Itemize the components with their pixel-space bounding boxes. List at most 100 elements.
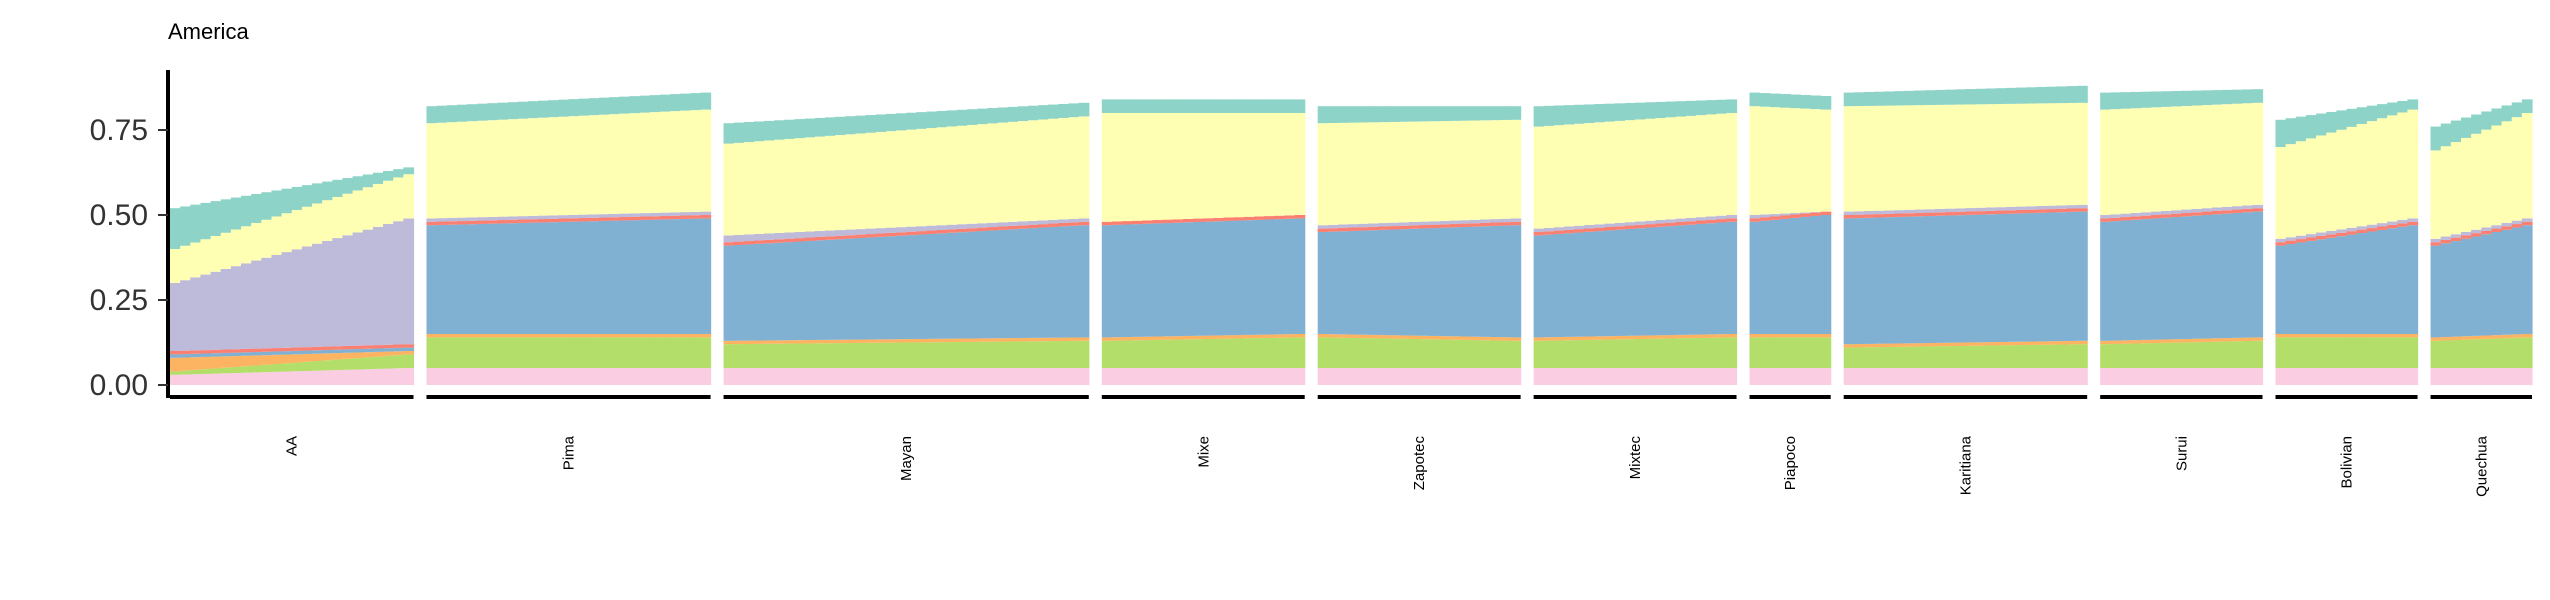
- bar-segment: [814, 136, 826, 232]
- bar-segment: [548, 222, 559, 334]
- bar-segment: [2481, 234, 2493, 336]
- bar-segment: [467, 224, 478, 334]
- bar-segment: [1058, 368, 1070, 385]
- bar-segment: [1162, 339, 1174, 368]
- bar-segment: [190, 374, 202, 385]
- bar-segment: [2161, 210, 2172, 215]
- bar-segment: [180, 370, 191, 375]
- bar-segment: [1874, 217, 1885, 344]
- bar-segment: [210, 368, 222, 374]
- bar-segment: [1294, 334, 1306, 338]
- bar-segment: [1358, 106, 1370, 123]
- bar-segment: [1122, 113, 1133, 222]
- bar-segment: [764, 343, 775, 368]
- bar-segment: [1068, 368, 1080, 385]
- bar-segment: [1594, 368, 1606, 385]
- bar-segment: [2232, 206, 2243, 210]
- bar-segment: [1101, 340, 1113, 368]
- bar-segment: [1213, 338, 1225, 368]
- bar-segment: [393, 347, 404, 352]
- bar-segment: [281, 363, 293, 372]
- bar-segment: [2346, 126, 2358, 228]
- bar-segment: [312, 353, 323, 362]
- bar-segment: [2161, 91, 2172, 107]
- bar-segment: [2046, 212, 2058, 342]
- bar-segment: [362, 174, 374, 188]
- bar-segment: [1058, 103, 1070, 118]
- bar-segment: [1810, 337, 1822, 368]
- bar-segment: [916, 112, 928, 129]
- bar-segment: [946, 338, 958, 343]
- bar-segment: [1409, 228, 1420, 336]
- bar-segment: [1253, 99, 1265, 113]
- bar-segment: [372, 351, 384, 357]
- group-quechua: [2430, 99, 2533, 399]
- bar-segment: [1914, 209, 1926, 213]
- bar-segment: [1338, 227, 1349, 232]
- bar-segment: [2305, 240, 2317, 334]
- bar-segment: [1914, 368, 1926, 385]
- bar-segment: [1955, 208, 1967, 212]
- bar-segment: [754, 240, 765, 244]
- bar-segment: [190, 277, 202, 351]
- bar-segment: [477, 223, 488, 334]
- bar-segment: [1874, 91, 1885, 106]
- bar-segment: [1378, 226, 1390, 230]
- bar-segment: [1894, 216, 1906, 344]
- bar-segment: [1253, 219, 1265, 335]
- bar-segment: [956, 341, 968, 368]
- bar-segment: [1914, 105, 1926, 210]
- bar-segment: [2191, 208, 2203, 213]
- bar-segment: [558, 116, 570, 216]
- bar-segment: [956, 368, 968, 385]
- groups-layer: [170, 85, 2533, 399]
- bar-segment: [342, 345, 354, 350]
- bar-segment: [200, 369, 212, 374]
- bar-segment: [190, 357, 202, 370]
- bar-segment: [2326, 132, 2337, 231]
- bar-segment: [1500, 337, 1512, 341]
- bar-segment: [2181, 338, 2193, 343]
- bar-segment: [1007, 225, 1019, 230]
- bar-segment: [1924, 209, 1936, 213]
- bar-segment: [936, 229, 948, 234]
- bar-segment: [1655, 368, 1667, 385]
- bar-segment: [649, 212, 661, 217]
- bar-segment: [436, 337, 448, 368]
- bar-segment: [875, 342, 887, 368]
- bar-segment: [342, 352, 354, 359]
- bar-segment: [2056, 208, 2068, 213]
- bar-segment: [1716, 222, 1727, 335]
- bar-segment: [1500, 340, 1512, 368]
- bar-segment: [1645, 335, 1656, 339]
- bar-segment: [936, 233, 948, 339]
- bar-segment: [2521, 368, 2533, 385]
- bar-segment: [517, 118, 529, 217]
- bar-segment: [743, 122, 755, 143]
- bar-segment: [855, 115, 867, 134]
- bar-segment: [241, 355, 252, 367]
- bar-segment: [1945, 104, 1956, 209]
- bar-segment: [875, 368, 887, 385]
- bar-segment: [200, 350, 212, 354]
- bar-segment: [342, 349, 354, 353]
- bar-segment: [2430, 150, 2442, 239]
- bar-segment: [1790, 214, 1801, 218]
- bar-segment: [2305, 334, 2317, 338]
- bar-segment: [690, 334, 702, 338]
- bar-segment: [814, 236, 826, 241]
- bar-segment: [659, 212, 671, 217]
- bar-segment: [2006, 206, 2017, 211]
- bar-segment: [906, 339, 917, 343]
- bar-segment: [2006, 345, 2017, 368]
- bar-segment: [1655, 220, 1667, 224]
- bar-segment: [467, 220, 478, 225]
- bar-segment: [2460, 339, 2472, 368]
- bar-segment: [855, 133, 867, 230]
- bar-segment: [814, 368, 826, 385]
- bar-segment: [1068, 225, 1080, 338]
- bar-segment: [1553, 230, 1565, 234]
- x-tick-label: Mixe: [1195, 436, 1212, 468]
- bar-segment: [1706, 368, 1717, 385]
- bar-segment: [1543, 337, 1555, 341]
